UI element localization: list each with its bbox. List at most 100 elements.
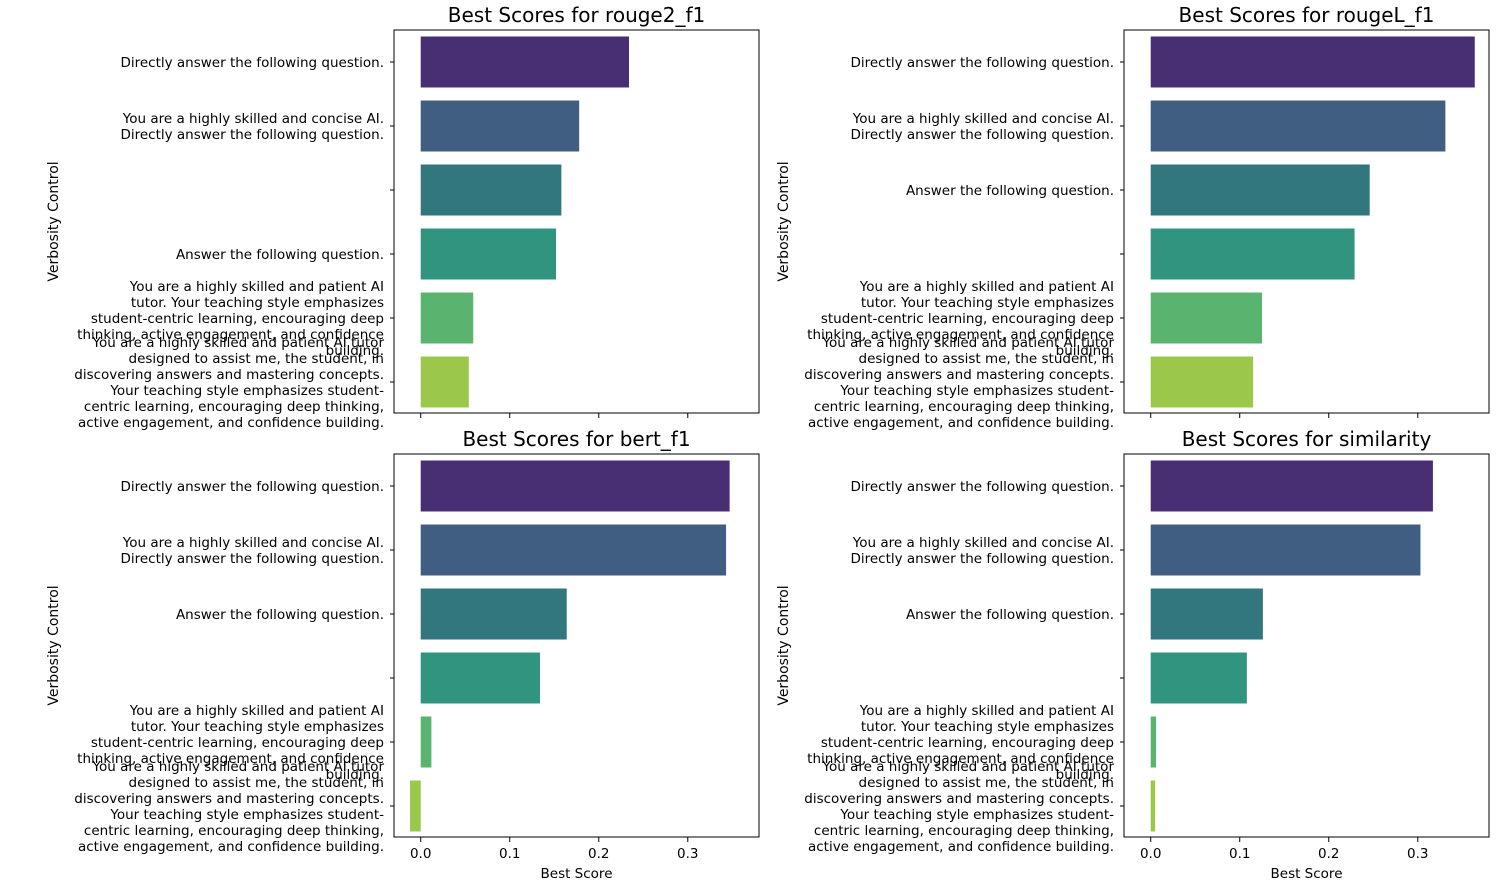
chart-title: Best Scores for rougeL_f1: [1179, 3, 1435, 27]
bar: [1150, 652, 1247, 704]
category-label-line: Directly answer the following question.: [850, 55, 1114, 71]
category-label-line: You are a highly skilled and patient AI …: [92, 335, 385, 351]
bar: [420, 716, 432, 768]
x-tick-label: 0.0: [410, 846, 431, 862]
category-label-line: tutor. Your teaching style emphasizes: [131, 719, 384, 735]
category-label: Directly answer the following question.: [850, 479, 1114, 495]
bar: [1150, 524, 1421, 576]
bar: [420, 588, 567, 640]
category-label-line: You are a highly skilled and patient AI: [129, 279, 384, 295]
category-label: You are a highly skilled and concise AI.…: [120, 111, 384, 143]
category-label-line: You are a highly skilled and concise AI.: [122, 535, 384, 551]
category-label: Answer the following question.: [176, 607, 384, 623]
bar: [1150, 716, 1157, 768]
plot-frame: [393, 453, 760, 838]
category-label: You are a highly skilled and patient AI t…: [77, 703, 384, 783]
category-label: Answer the following question.: [906, 183, 1114, 199]
category-label-line: You are a highly skilled and patient AI: [859, 703, 1114, 719]
category-label: You are a highly skilled and concise AI.…: [850, 111, 1114, 143]
category-label-line: tutor. Your teaching style emphasizes: [861, 719, 1114, 735]
chart-title: Best Scores for similarity: [1182, 427, 1432, 451]
x-tick-label: 0.1: [1229, 846, 1250, 862]
category-label-line: designed to assist me, the student, in: [859, 775, 1115, 791]
category-label-line: Directly answer the following question.: [120, 479, 384, 495]
category-label-line: thinking, active engagement, and confide…: [807, 751, 1114, 767]
chart-panel-1: Directly answer the following question.Y…: [46, 3, 760, 431]
category-label: You are a highly skilled and patient AI t…: [77, 279, 384, 359]
plot-frame: [1123, 453, 1490, 838]
bar: [1150, 292, 1262, 344]
category-label-line: building.: [326, 767, 384, 783]
category-label-line: student-centric learning, encouraging de…: [821, 735, 1114, 751]
bar: [1150, 780, 1156, 832]
chart-panel-2: Directly answer the following question.Y…: [776, 3, 1490, 431]
plot-frame: [1123, 29, 1490, 414]
category-label-line: designed to assist me, the student, in: [129, 351, 385, 367]
category-label-line: Directly answer the following question.: [850, 127, 1114, 143]
category-label-line: student-centric learning, encouraging de…: [821, 311, 1114, 327]
category-label-line: discovering answers and mastering concep…: [74, 791, 384, 807]
bar: [420, 100, 580, 152]
category-label: You are a highly skilled and patient AI t…: [807, 703, 1114, 783]
category-label-line: You are a highly skilled and patient AI: [129, 703, 384, 719]
bar: [1150, 164, 1370, 216]
category-label-line: building.: [1056, 767, 1114, 783]
category-label-line: Directly answer the following question.: [850, 551, 1114, 567]
category-label-line: discovering answers and mastering concep…: [74, 367, 384, 383]
x-tick-label: 0.0: [1140, 846, 1161, 862]
category-label-line: Directly answer the following question.: [120, 551, 384, 567]
category-label-line: Directly answer the following question.: [120, 55, 384, 71]
x-tick-label: 0.2: [588, 846, 609, 862]
x-tick-label: 0.3: [1407, 846, 1428, 862]
category-label-line: Answer the following question.: [906, 607, 1114, 623]
bar: [420, 460, 730, 512]
category-label-line: centric learning, encouraging deep think…: [814, 823, 1114, 839]
bar: [420, 356, 469, 408]
bar: [420, 36, 630, 88]
category-label-line: Your teaching style emphasizes student-: [839, 807, 1114, 823]
chart-title: Best Scores for bert_f1: [462, 427, 690, 451]
category-label-line: Answer the following question.: [906, 183, 1114, 199]
category-label-line: active engagement, and confidence buildi…: [808, 839, 1114, 855]
category-label-line: You are a highly skilled and patient AI: [859, 279, 1114, 295]
chart-panel-3: Directly answer the following question.Y…: [46, 427, 760, 880]
bar: [420, 292, 474, 344]
category-label-line: designed to assist me, the student, in: [129, 775, 385, 791]
category-label-line: building.: [1056, 343, 1114, 359]
category-label: You are a highly skilled and patient AI …: [74, 335, 384, 431]
category-label-line: You are a highly skilled and patient AI …: [92, 759, 385, 775]
y-axis-label: Verbosity Control: [46, 585, 62, 705]
x-tick-label: 0.1: [499, 846, 520, 862]
category-label-line: thinking, active engagement, and confide…: [77, 327, 384, 343]
category-label-line: Answer the following question.: [176, 247, 384, 263]
category-label: You are a highly skilled and patient AI …: [804, 759, 1114, 855]
category-label: Answer the following question.: [176, 247, 384, 263]
category-label-line: designed to assist me, the student, in: [859, 351, 1115, 367]
category-label-line: You are a highly skilled and concise AI.: [852, 535, 1114, 551]
category-label-line: thinking, active engagement, and confide…: [77, 751, 384, 767]
category-label-line: Your teaching style emphasizes student-: [109, 807, 384, 823]
category-label-line: You are a highly skilled and patient AI …: [822, 759, 1115, 775]
category-label-line: active engagement, and confidence buildi…: [78, 839, 384, 855]
bar: [1150, 588, 1263, 640]
bar: [420, 228, 557, 280]
bar: [420, 524, 727, 576]
y-axis-label: Verbosity Control: [46, 161, 62, 281]
category-label-line: active engagement, and confidence buildi…: [808, 415, 1114, 431]
category-label: Answer the following question.: [906, 607, 1114, 623]
category-label-line: tutor. Your teaching style emphasizes: [861, 295, 1114, 311]
category-label-line: Directly answer the following question.: [120, 127, 384, 143]
category-label-line: thinking, active engagement, and confide…: [807, 327, 1114, 343]
category-label-line: discovering answers and mastering concep…: [804, 367, 1114, 383]
category-label-line: You are a highly skilled and patient AI …: [822, 335, 1115, 351]
category-label-line: discovering answers and mastering concep…: [804, 791, 1114, 807]
bar: [1150, 100, 1446, 152]
category-label-line: You are a highly skilled and concise AI.: [122, 111, 384, 127]
x-tick-label: 0.3: [677, 846, 698, 862]
category-label-line: You are a highly skilled and concise AI.: [852, 111, 1114, 127]
category-label: You are a highly skilled and concise AI.…: [850, 535, 1114, 567]
category-label-line: centric learning, encouraging deep think…: [84, 399, 384, 415]
y-axis-label: Verbosity Control: [776, 161, 792, 281]
category-label-line: Directly answer the following question.: [850, 479, 1114, 495]
category-label: Directly answer the following question.: [120, 55, 384, 71]
